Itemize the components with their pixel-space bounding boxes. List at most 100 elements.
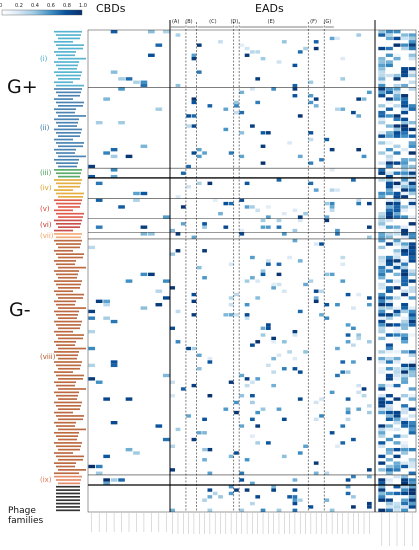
- row-name-mark: [56, 344, 75, 346]
- heatmap-cell: [329, 272, 335, 277]
- heatmap-cell: [186, 164, 191, 169]
- heatmap-cell: [340, 262, 346, 266]
- heatmap-cell: [319, 158, 324, 162]
- row-name-mark: [56, 34, 81, 36]
- heatmap-cell: [110, 70, 118, 74]
- heatmap-cell: [335, 346, 340, 351]
- row-name-mark: [56, 131, 81, 134]
- heatmap-cell: [265, 259, 271, 263]
- heatmap-cell: [393, 383, 401, 388]
- heatmap-cell: [385, 313, 393, 317]
- heatmap-cell: [335, 228, 340, 233]
- heatmap-cell: [401, 121, 409, 125]
- heatmap-cell: [186, 414, 191, 418]
- heatmap-cell: [393, 151, 401, 155]
- heatmap-cell: [340, 56, 346, 61]
- heatmap-cell: [260, 218, 266, 223]
- heatmap-cell: [255, 410, 261, 415]
- heatmap-cell: [385, 377, 393, 381]
- row-name-mark: [54, 148, 76, 151]
- row-name-mark: [58, 287, 80, 289]
- heatmap-cell: [401, 434, 409, 438]
- heatmap-cell: [385, 87, 393, 91]
- heatmap-cell: [308, 279, 314, 283]
- heatmap-cell: [401, 367, 409, 371]
- heatmap-cell: [239, 110, 245, 115]
- heatmap-cell: [303, 350, 308, 354]
- heatmap-cell: [385, 46, 393, 51]
- heatmap-cell: [408, 33, 416, 37]
- heatmap-cell: [401, 158, 409, 162]
- heatmap-cell: [175, 427, 181, 432]
- heatmap-cell: [408, 188, 416, 192]
- heatmap-cell: [408, 158, 416, 162]
- row-name-mark: [58, 266, 86, 269]
- heatmap-cell: [366, 505, 372, 509]
- heatmap-cell: [393, 259, 401, 263]
- heatmap-cell: [408, 164, 416, 169]
- heatmap-cell: [170, 468, 176, 472]
- heatmap-cell: [408, 485, 416, 489]
- heatmap-cell: [155, 303, 163, 307]
- heatmap-cell: [401, 380, 409, 384]
- heatmap-cell: [103, 478, 110, 482]
- heatmap-cell: [393, 272, 401, 277]
- row-name-mark: [58, 216, 83, 218]
- heatmap-cell: [287, 141, 292, 145]
- heatmap-cell: [313, 296, 319, 300]
- row-name-mark: [56, 303, 75, 306]
- heatmap-cell: [401, 191, 409, 196]
- heatmap-cell: [88, 316, 96, 320]
- heatmap-cell: [244, 46, 250, 51]
- row-name-mark: [56, 455, 84, 458]
- heatmap-cell: [207, 104, 213, 108]
- heatmap-cell: [345, 478, 351, 482]
- heatmap-cell: [401, 491, 409, 496]
- row-name-mark: [54, 71, 82, 73]
- heatmap-cell: [401, 319, 409, 324]
- heatmap-cell: [393, 134, 401, 138]
- heatmap-cell: [207, 356, 213, 361]
- heatmap-cell: [356, 97, 362, 101]
- row-name-mark: [54, 431, 79, 434]
- heatmap-cell: [292, 508, 298, 512]
- heatmap-cell: [385, 215, 393, 219]
- colorbar: [1, 9, 83, 16]
- heatmap-cell: [401, 498, 409, 502]
- heatmap-cell: [162, 437, 170, 442]
- heatmap-cell: [378, 303, 386, 307]
- heatmap-cell: [378, 94, 386, 98]
- heatmap-cell: [345, 333, 351, 337]
- heatmap-cell: [292, 356, 298, 361]
- heatmap-cell: [340, 441, 346, 445]
- heatmap-cell: [202, 225, 207, 229]
- heatmap-cell: [378, 394, 386, 398]
- heatmap-cell: [255, 279, 261, 283]
- heatmap-cell: [385, 279, 393, 283]
- group-label-gminus: G-: [9, 299, 31, 321]
- heatmap-cell: [408, 424, 416, 428]
- heatmap-cell: [180, 205, 186, 209]
- heatmap-cell: [378, 212, 386, 216]
- row-name-mark: [54, 310, 79, 313]
- heatmap-cell: [351, 326, 356, 330]
- heatmap-cell: [408, 255, 416, 260]
- heatmap-cell: [308, 94, 314, 98]
- heatmap-cell: [393, 215, 401, 219]
- row-name-mark: [58, 408, 80, 411]
- heatmap-cell: [162, 30, 170, 34]
- heatmap-cell: [385, 63, 393, 68]
- row-name-mark: [58, 115, 86, 117]
- heatmap-cell: [378, 296, 386, 300]
- heatmap-cell: [140, 144, 148, 148]
- row-name-mark: [56, 435, 78, 438]
- heatmap-cell: [244, 383, 250, 388]
- heatmap-cell: [408, 134, 416, 138]
- heatmap-cell: [170, 286, 176, 290]
- row-name-mark: [56, 479, 81, 481]
- heatmap-cell: [393, 185, 401, 189]
- heatmap-cell: [408, 505, 416, 509]
- heatmap-cell: [308, 505, 314, 509]
- heatmap-cell: [408, 373, 416, 378]
- heatmap-cell: [265, 323, 271, 327]
